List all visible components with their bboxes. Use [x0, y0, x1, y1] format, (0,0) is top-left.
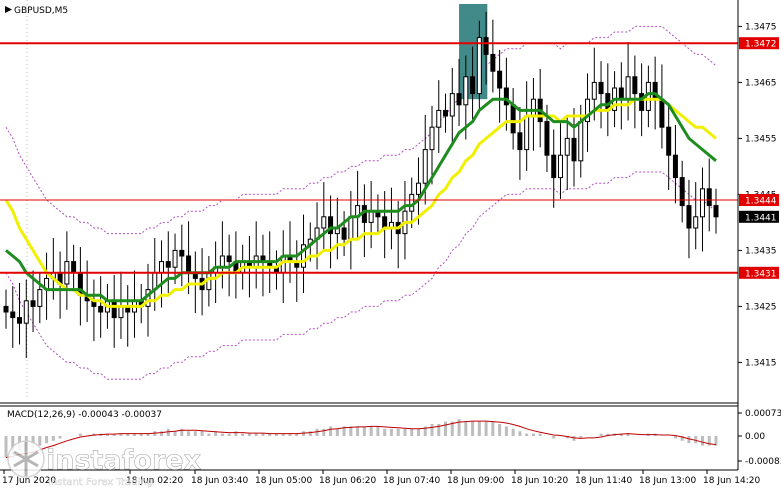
candle: [449, 67, 455, 147]
candle: [429, 105, 435, 185]
upper-band: [5, 25, 717, 235]
x-tick-label: 18 Jun 11:40: [575, 476, 632, 486]
x-tick-label: 18 Jun 10:20: [511, 476, 568, 486]
x-tick-label: 18 Jun 05:00: [255, 476, 312, 486]
y-tick-label: 1.3425: [745, 302, 777, 312]
candle: [172, 233, 178, 284]
level-label: 1.3431: [745, 269, 777, 279]
envelope-bands: [5, 25, 717, 380]
ma-slow-line: [5, 92, 717, 303]
macd-title: MACD(12,26,9) -0.00043 -0.00037: [7, 410, 162, 420]
current-price-label: 1.3441: [745, 213, 777, 223]
time-axis-ticks: 17 Jun 2020 18 Jun 02:20 18 Jun 03:40 18 Ju…: [2, 470, 760, 486]
x-tick-label: 18 Jun 07:40: [383, 476, 440, 486]
candle: [415, 157, 421, 225]
brand-tagline: Instant Forex Trading: [48, 477, 153, 488]
candle: [165, 231, 171, 293]
candle: [666, 105, 672, 190]
y-tick-label: 1.3415: [745, 358, 777, 368]
y-tick-label: 1.3455: [745, 134, 777, 144]
candle: [17, 282, 23, 345]
candle: [483, 11, 489, 85]
candle: [672, 124, 678, 204]
instaforex-logo: instaforex Instant Forex Trading: [7, 440, 201, 488]
x-tick-label: 18 Jun 09:00: [447, 476, 504, 486]
candle: [3, 289, 9, 329]
x-tick-label: 18 Jun 03:40: [191, 476, 248, 486]
y-tick-label: 1.3475: [745, 22, 777, 32]
candle: [98, 276, 104, 338]
candle: [585, 73, 591, 152]
level-label-box: [739, 37, 779, 50]
x-tick-label: 18 Jun 02:20: [126, 476, 183, 486]
level-label-box: [739, 194, 779, 206]
macd-axis-ticks: 0.00073 0.00 -0.00083: [738, 409, 781, 467]
candle: [706, 158, 712, 232]
candle: [571, 108, 577, 187]
chart-title: GBPUSD,M5: [14, 6, 68, 16]
candle: [23, 279, 29, 358]
title-arrow-icon: [5, 6, 12, 13]
x-tick-label: 17 Jun 2020: [2, 476, 56, 486]
level-label-box: [739, 266, 779, 279]
x-tick-label: 18 Jun 14:20: [703, 476, 760, 486]
candle: [301, 214, 307, 293]
candle: [341, 211, 347, 256]
candle: [179, 224, 185, 287]
candle: [564, 117, 570, 190]
level-label: 1.3472: [745, 40, 777, 50]
candle: [497, 49, 503, 123]
candle: [456, 58, 462, 127]
candle: [551, 129, 557, 208]
candle: [503, 57, 509, 131]
candle: [10, 286, 16, 348]
level-label: 1.3444: [745, 197, 777, 207]
lower-band: [5, 171, 717, 380]
candle: [713, 188, 719, 234]
y-tick-label: 1.3465: [745, 78, 777, 88]
candle: [632, 55, 638, 129]
candle: [598, 61, 604, 129]
candle: [470, 46, 476, 120]
candle: [699, 167, 705, 252]
macd-tick-label: 0.00073: [745, 409, 781, 419]
candle: [443, 93, 449, 133]
candle: [30, 270, 36, 333]
candle: [557, 120, 563, 199]
current-price-box: [739, 210, 779, 223]
brand-name: instaforex: [46, 445, 201, 476]
candle: [490, 19, 496, 93]
candle: [693, 182, 699, 250]
candle: [591, 47, 597, 121]
candle: [476, 20, 482, 111]
y-tick-label: 1.3435: [745, 246, 777, 256]
ma-fast-line: [4, 97, 717, 308]
candle: [679, 160, 685, 223]
horizontal-levels: [0, 42, 738, 274]
level-price-labels: 1.3472 1.3431 1.3444 1.3441: [739, 37, 779, 279]
candle: [436, 80, 442, 153]
candle: [686, 179, 692, 259]
candle: [37, 272, 43, 324]
candle: [328, 195, 334, 269]
x-tick-label: 18 Jun 06:20: [319, 476, 376, 486]
candles: [3, 11, 719, 358]
x-tick-label: 18 Jun 13:00: [639, 476, 696, 486]
candle: [517, 107, 523, 180]
macd-signal-line: [5, 420, 717, 459]
candle: [321, 182, 327, 250]
macd-tick-label: -0.00083: [745, 457, 781, 467]
macd-tick-label: 0.00: [745, 432, 765, 442]
